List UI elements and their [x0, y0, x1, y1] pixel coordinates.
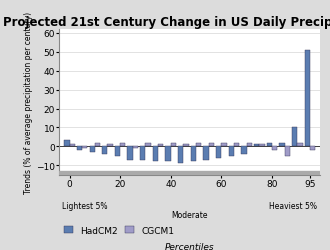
Bar	[171, 143, 176, 147]
Bar	[165, 147, 171, 162]
Bar	[115, 147, 120, 156]
Bar	[310, 147, 315, 150]
Bar	[120, 143, 125, 147]
Bar	[70, 144, 75, 147]
Bar	[89, 147, 95, 152]
Bar	[216, 147, 221, 158]
Text: Moderate: Moderate	[172, 210, 208, 219]
Legend: HadCM2, CGCM1: HadCM2, CGCM1	[64, 226, 174, 235]
Bar	[272, 147, 277, 150]
Bar	[191, 147, 196, 162]
Bar	[196, 143, 201, 147]
Text: Heaviest 5%: Heaviest 5%	[270, 201, 317, 210]
Bar	[59, 171, 320, 175]
Bar	[77, 147, 82, 150]
Bar	[280, 143, 285, 147]
Bar	[158, 145, 163, 147]
Bar	[221, 143, 227, 147]
Text: Percentiles: Percentiles	[165, 242, 214, 250]
Bar	[203, 147, 209, 160]
Bar	[285, 147, 290, 156]
Bar	[183, 145, 189, 147]
Bar	[153, 147, 158, 162]
Bar	[146, 143, 151, 147]
Bar	[267, 143, 272, 147]
Title: Projected 21st Century Change in US Daily Precipitation: Projected 21st Century Change in US Dail…	[3, 16, 330, 29]
Bar	[305, 51, 310, 147]
Bar	[127, 147, 133, 160]
Bar	[133, 147, 138, 149]
Bar	[140, 147, 146, 160]
Bar	[178, 147, 183, 164]
Bar	[229, 147, 234, 156]
Bar	[95, 143, 100, 147]
Bar	[292, 128, 297, 147]
Bar	[234, 143, 239, 147]
Bar	[64, 140, 70, 147]
Bar	[102, 147, 108, 154]
Bar	[241, 147, 247, 154]
Bar	[82, 147, 87, 149]
Bar	[259, 145, 265, 147]
Bar	[108, 145, 113, 147]
Bar	[247, 143, 252, 147]
Text: Lightest 5%: Lightest 5%	[62, 201, 108, 210]
Bar	[209, 143, 214, 147]
Y-axis label: Trends (% of average precipitation per century): Trends (% of average precipitation per c…	[24, 12, 33, 193]
Bar	[254, 145, 259, 147]
Bar	[297, 143, 303, 147]
